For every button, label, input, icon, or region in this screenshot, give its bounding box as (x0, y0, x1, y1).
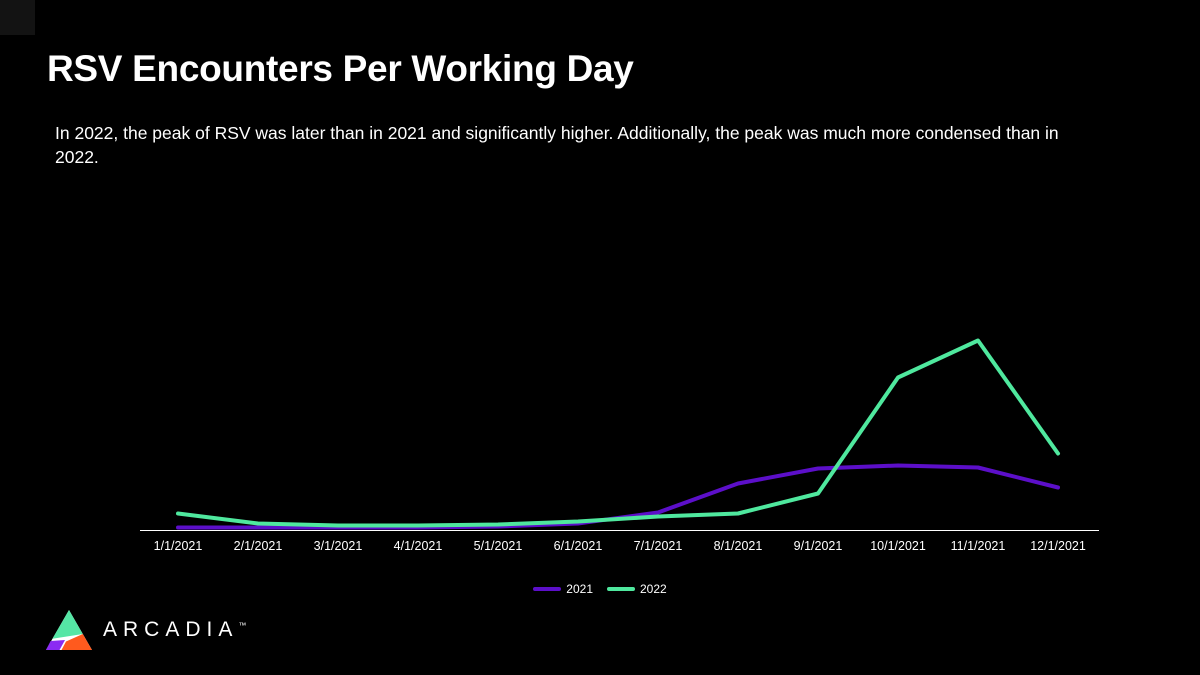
corner-accent-square (0, 0, 35, 35)
legend-label: 2022 (640, 582, 667, 596)
x-tick-label: 7/1/2021 (633, 539, 683, 553)
x-tick-label: 10/1/2021 (870, 539, 926, 553)
x-tick-label: 1/1/2021 (153, 539, 203, 553)
x-tick-label: 8/1/2021 (713, 539, 763, 553)
x-tick-label: 5/1/2021 (473, 539, 523, 553)
chart-legend: 2021 2022 (0, 582, 1200, 596)
arcadia-logo-text: ARCADIA™ (103, 618, 247, 641)
x-tick-label: 3/1/2021 (313, 539, 363, 553)
x-tick-label: 6/1/2021 (553, 539, 603, 553)
legend-swatch-2021 (533, 587, 562, 591)
page-title: RSV Encounters Per Working Day (47, 48, 634, 89)
x-tick-label: 11/1/2021 (950, 539, 1006, 553)
legend-item-2021: 2021 (533, 582, 593, 596)
legend-swatch-2022 (607, 587, 635, 591)
legend-label: 2021 (566, 582, 593, 596)
series-line-2022 (176, 338, 1060, 528)
trademark-symbol: ™ (238, 621, 247, 630)
arcadia-logo: ARCADIA™ (46, 610, 246, 650)
x-tick-label: 2/1/2021 (233, 539, 283, 553)
x-tick-label: 9/1/2021 (793, 539, 843, 553)
subtitle-text: In 2022, the peak of RSV was later than … (55, 123, 1059, 168)
x-tick-label: 4/1/2021 (393, 539, 443, 553)
arcadia-triangle-icon (46, 610, 92, 650)
x-tick-label: 12/1/2021 (1030, 539, 1086, 553)
legend-item-2022: 2022 (607, 582, 667, 596)
